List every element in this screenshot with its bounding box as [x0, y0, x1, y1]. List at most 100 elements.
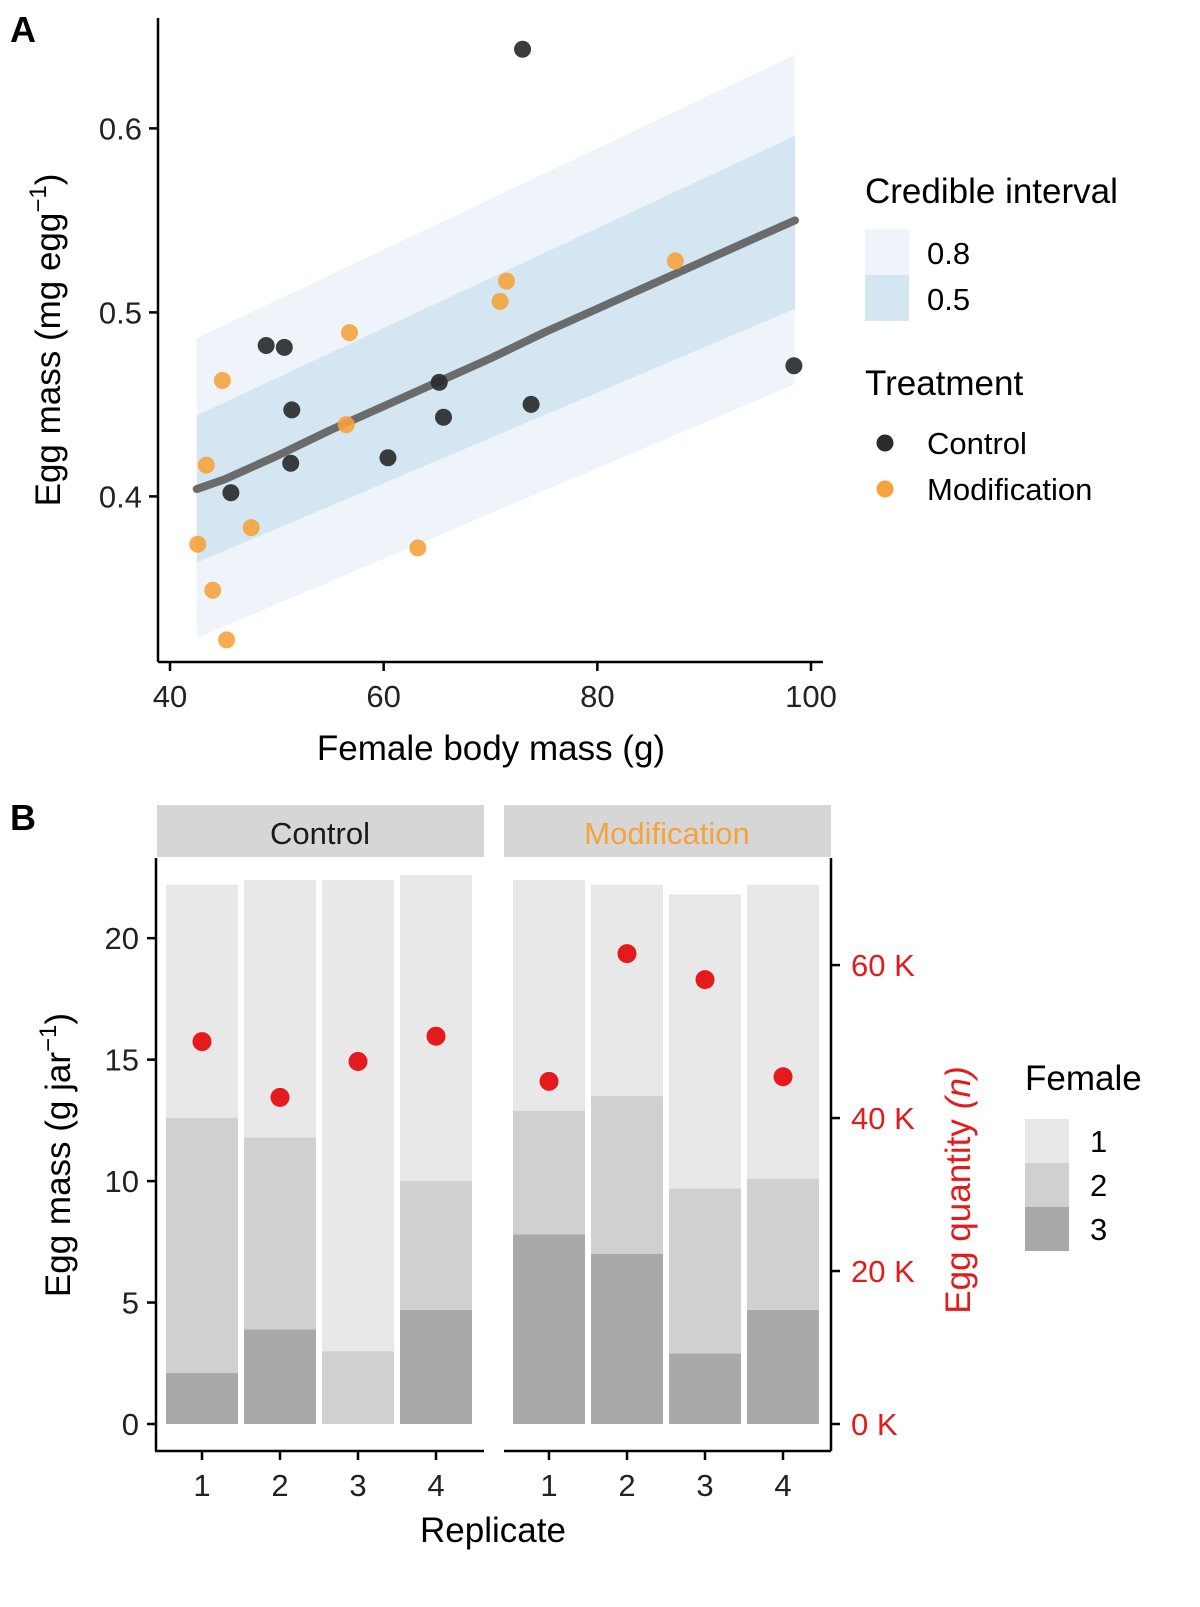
b-quantity-points [192, 944, 793, 1107]
b-x-tick-label: 4 [774, 1468, 791, 1503]
b-y-tick-label: 5 [122, 1286, 139, 1321]
b-bar-modification-2-female1 [591, 884, 663, 1097]
a-x-ticks: 40 60 80 100 [153, 662, 837, 714]
b-bar-control-1-female1 [166, 884, 238, 1118]
b-strip-modification [504, 805, 831, 857]
b-x-tick-label: 1 [540, 1468, 557, 1503]
b-y-tick-label: 10 [105, 1164, 139, 1199]
a-x-tick-label: 100 [785, 679, 837, 714]
a-point-control [379, 449, 397, 467]
panel-b-label: B [10, 797, 36, 838]
b-bar-control-4-female3 [400, 1309, 472, 1424]
a-point-control [522, 395, 540, 413]
b-bar-modification-3-female1 [669, 894, 741, 1189]
a-point-modification [218, 631, 236, 649]
a-point-modification [337, 416, 355, 434]
a-point-control [282, 454, 300, 472]
b-quantity-point-modification-2 [617, 944, 637, 964]
b-legend-label-1: 1 [1090, 1124, 1107, 1159]
a-legend-ci50-label: 0.5 [927, 282, 970, 317]
b-y-axis-label-close: ) [39, 1013, 78, 1025]
b-y2-axis-label-main: Egg quantity [939, 1119, 978, 1314]
b-quantity-point-control-2 [270, 1087, 290, 1107]
panel-a-label: A [10, 9, 36, 50]
b-quantity-point-modification-4 [773, 1067, 793, 1087]
b-x-tick-label: 4 [427, 1468, 444, 1503]
a-x-axis-label: Female body mass (g) [317, 729, 665, 768]
a-point-modification [491, 292, 509, 310]
b-y2-tick-label: 20 K [851, 1254, 915, 1289]
b-y-tick-label: 15 [105, 1043, 139, 1078]
a-x-tick-label: 40 [153, 679, 187, 714]
a-y-ticks: 0.4 0.5 0.6 [99, 111, 158, 514]
b-x-tick-label: 2 [271, 1468, 288, 1503]
b-bar-modification-3-female2 [669, 1188, 741, 1354]
b-strip-control-label: Control [270, 816, 370, 851]
a-point-modification [189, 535, 207, 553]
b-strip-control [157, 805, 484, 857]
a-legend-control-swatch [876, 434, 894, 452]
b-y2-axis-label: Egg quantity (n) [939, 1066, 978, 1313]
a-points [189, 40, 803, 649]
b-x-tick-label: 3 [349, 1468, 366, 1503]
a-y-tick-label: 0.4 [99, 479, 142, 514]
b-y-axis-label: Egg mass (g jar−1) [35, 1013, 78, 1297]
a-y-tick-label: 0.5 [99, 295, 142, 330]
a-legend-ci50-swatch [865, 275, 909, 321]
a-point-control [222, 484, 240, 502]
b-legend-swatch-1 [1025, 1119, 1069, 1163]
a-point-control [430, 373, 448, 391]
b-bar-modification-3-female3 [669, 1353, 741, 1424]
b-bar-modification-4-female3 [747, 1309, 819, 1424]
b-y2-ticks: 0 K 20 K 40 K 60 K [831, 948, 915, 1442]
a-ci50-band [196, 135, 795, 563]
b-bar-control-3-female1 [322, 879, 394, 1352]
b-bar-control-4-female2 [400, 1181, 472, 1310]
b-y-tick-label: 20 [105, 921, 139, 956]
a-point-modification [666, 252, 684, 270]
b-y-tick-label: 0 [122, 1407, 139, 1442]
b-x-ticks: 1 2 3 4 1 2 3 4 [193, 1451, 792, 1503]
a-y-axis-label-close: ) [29, 174, 68, 186]
b-y-axis-label-sup: −1 [35, 1025, 62, 1052]
a-credible-bands [196, 54, 795, 639]
b-quantity-point-control-4 [426, 1026, 446, 1046]
b-x-tick-label: 2 [618, 1468, 635, 1503]
b-quantity-point-control-3 [348, 1051, 368, 1071]
a-point-control [514, 40, 532, 58]
b-legend-swatch-2 [1025, 1163, 1069, 1207]
b-bar-control-1-female2 [166, 1117, 238, 1373]
b-y-axis-label-main: Egg mass (g jar [39, 1052, 78, 1297]
a-legend-ci80-swatch [865, 229, 909, 275]
a-point-modification [213, 371, 231, 389]
a-legend-control-label: Control [927, 426, 1027, 461]
b-bar-modification-4-female1 [747, 884, 819, 1179]
a-point-modification [204, 581, 222, 599]
b-bar-control-3-female2 [322, 1351, 394, 1424]
b-legend-swatch-3 [1025, 1207, 1069, 1251]
b-bar-control-1-female3 [166, 1372, 238, 1424]
b-y2-axis-label-n-open: ( [939, 1094, 978, 1109]
b-y2-tick-label: 60 K [851, 948, 915, 983]
b-bar-modification-1-female2 [513, 1110, 585, 1235]
a-point-control [275, 338, 293, 356]
a-y-axis-label-sup: −1 [25, 185, 52, 212]
a-point-modification [409, 539, 427, 557]
a-point-modification [498, 272, 516, 290]
b-bar-modification-1-female3 [513, 1234, 585, 1424]
b-bar-control-2-female2 [244, 1137, 316, 1330]
a-y-axis-label-main: Egg mass (mg egg [29, 213, 68, 507]
a-point-modification [197, 456, 215, 474]
b-stacked-bars [166, 875, 819, 1424]
b-y-ticks: 0 5 10 15 20 [105, 921, 156, 1442]
a-point-control [257, 337, 275, 355]
a-fit-line-group [192, 216, 799, 494]
a-legend-treatment-title: Treatment [865, 364, 1023, 403]
b-bar-modification-2-female2 [591, 1096, 663, 1254]
b-bar-modification-2-female3 [591, 1253, 663, 1424]
a-y-tick-label: 0.6 [99, 111, 142, 146]
b-y2-tick-label: 0 K [851, 1407, 898, 1442]
b-legend-title: Female [1025, 1059, 1142, 1098]
b-y2-tick-label: 40 K [851, 1101, 915, 1136]
a-point-modification [340, 324, 358, 342]
